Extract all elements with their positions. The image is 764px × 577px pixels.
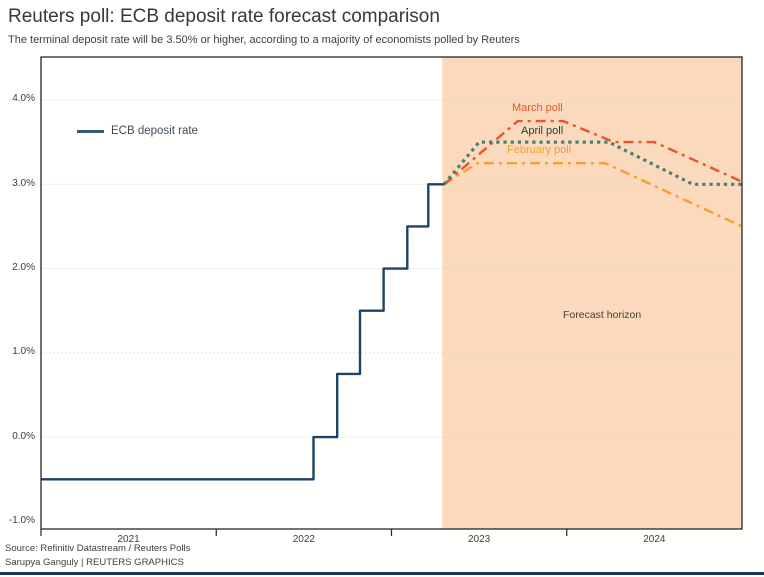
march-poll-label: March poll (512, 102, 563, 114)
bottom-rule (0, 572, 764, 575)
source-credit: Source: Refinitiv Datastream / Reuters P… (5, 543, 191, 554)
series-march-poll (443, 119, 743, 186)
page-subtitle: The terminal deposit rate will be 3.50% … (8, 34, 520, 46)
page-title: Reuters poll: ECB deposit rate forecast … (8, 6, 440, 27)
series-ecb-deposit-rate (41, 183, 445, 481)
series-april-poll (442, 140, 742, 186)
february-poll-label: February poll (507, 144, 572, 156)
legend-line-swatch (77, 129, 104, 133)
legend-label: ECB deposit rate (111, 125, 198, 137)
forecast-horizon-region (442, 57, 742, 529)
author-credit: Sarupya Ganguly | REUTERS GRAPHICS (5, 557, 184, 568)
legend: ECB deposit rate (77, 125, 198, 137)
forecast-horizon-label: Forecast horizon (563, 309, 642, 321)
april-poll-label: April poll (521, 125, 564, 137)
